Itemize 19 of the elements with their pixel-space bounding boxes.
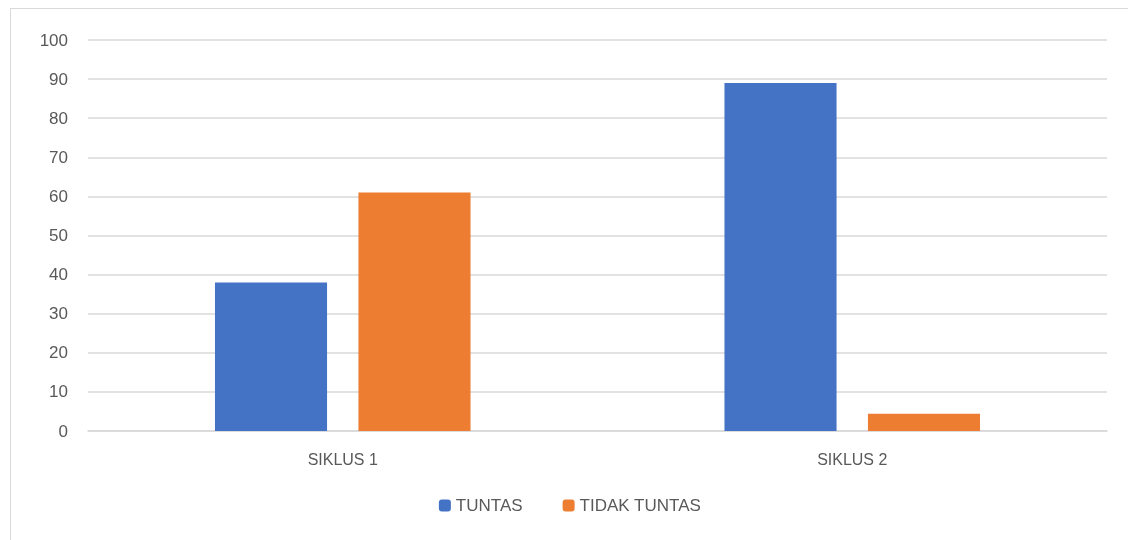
y-tick-label: 20 <box>49 343 68 363</box>
bar <box>867 413 981 431</box>
x-tick-label: SIKLUS 2 <box>817 450 888 468</box>
y-tick-label: 30 <box>49 304 68 324</box>
y-tick-label: 90 <box>49 69 68 89</box>
x-tick-label: SIKLUS 1 <box>307 450 378 468</box>
y-tick-label: 10 <box>49 382 68 402</box>
bar <box>724 83 837 431</box>
y-tick-label: 80 <box>49 108 68 128</box>
legend-label: TUNTAS <box>455 496 523 515</box>
y-tick-label: 100 <box>39 30 68 50</box>
bar <box>358 192 471 431</box>
y-tick-label: 60 <box>49 186 68 206</box>
y-tick-label: 70 <box>49 147 68 167</box>
y-tick-label: 40 <box>49 265 68 285</box>
y-tick-label: 50 <box>49 226 68 245</box>
y-tick-label: 0 <box>58 421 68 441</box>
legend-label: TIDAK TUNTAS <box>579 496 701 515</box>
bar <box>214 282 328 431</box>
